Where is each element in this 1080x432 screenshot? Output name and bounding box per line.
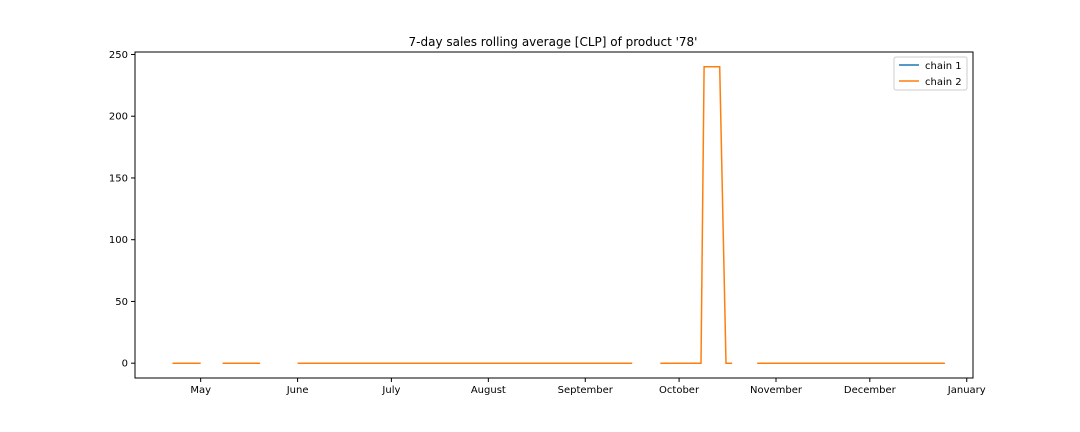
series-line-chain-2 (660, 66, 733, 364)
legend: chain 1 chain 2 (893, 56, 968, 91)
y-tick-label: 200 (109, 112, 128, 123)
plot-lines (172, 66, 945, 364)
plot-frame (134, 51, 974, 379)
x-tick-label: December (844, 385, 897, 396)
x-tick-label: November (750, 385, 803, 396)
legend-label-chain-2: chain 2 (925, 77, 962, 88)
y-axis: 0 50 100 150 200 250 (109, 50, 135, 370)
x-tick-label: May (190, 385, 211, 396)
x-tick-label: October (659, 385, 700, 396)
legend-label-chain-1: chain 1 (925, 61, 962, 72)
x-tick-label: July (381, 385, 400, 396)
x-tick-label: September (558, 385, 614, 396)
y-tick-label: 50 (115, 297, 128, 308)
y-tick-label: 150 (109, 173, 128, 184)
x-axis: May June July August September October Novembe… (190, 378, 986, 396)
x-tick-label: June (286, 385, 309, 396)
y-tick-label: 0 (122, 359, 128, 370)
x-tick-label: January (947, 385, 986, 396)
chart-title: 7-day sales rolling average [CLP] of pro… (409, 35, 698, 49)
x-tick-label: August (471, 385, 506, 396)
y-tick-label: 250 (109, 50, 128, 61)
y-tick-label: 100 (109, 235, 128, 246)
